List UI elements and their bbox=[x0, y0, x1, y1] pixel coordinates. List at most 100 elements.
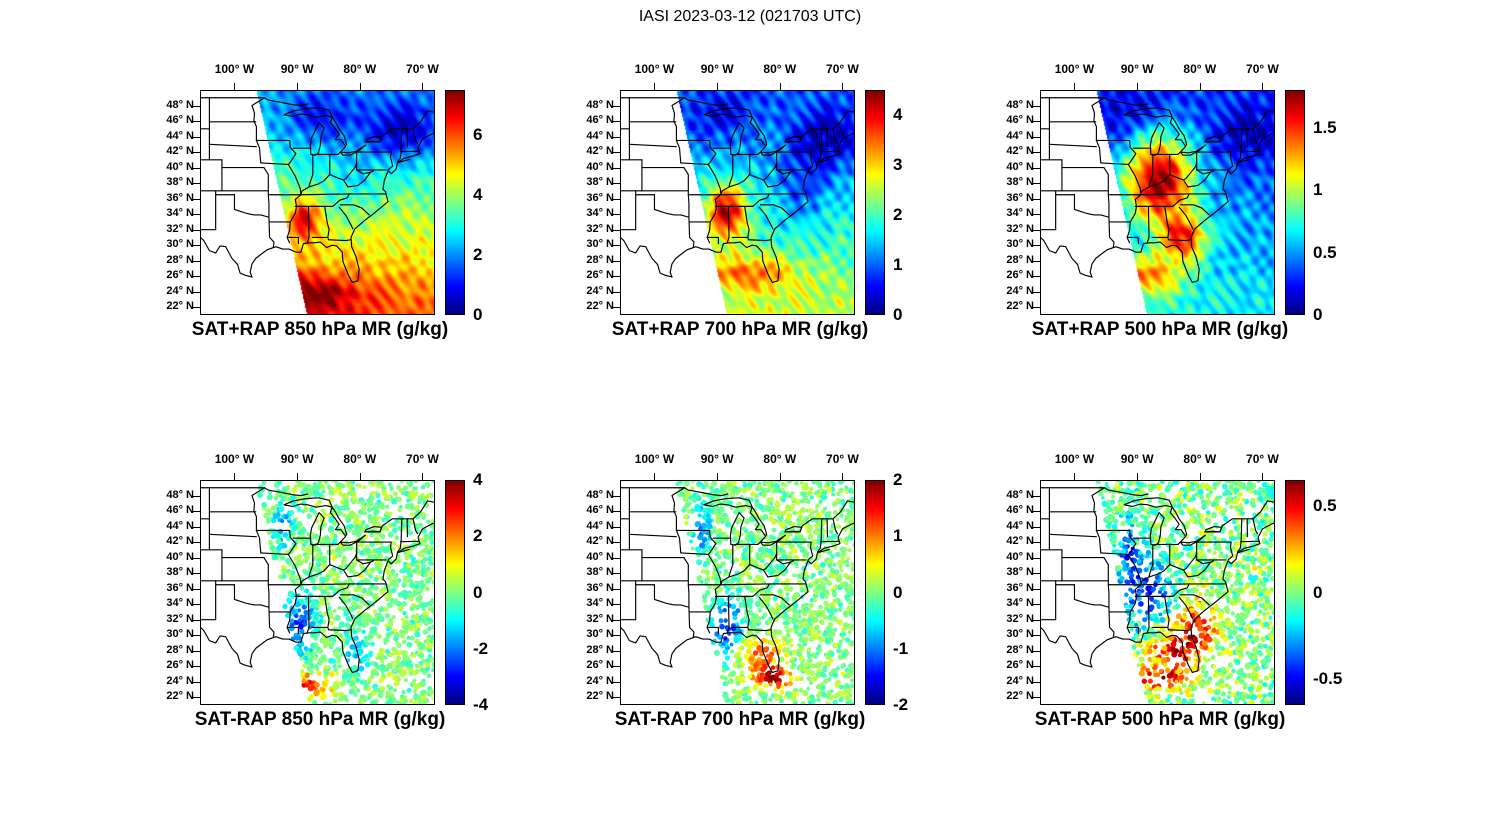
colorbar-tick-label: 2 bbox=[893, 205, 903, 224]
lat-tick-label: 26° N bbox=[166, 269, 194, 282]
map-canvas bbox=[620, 480, 855, 705]
lat-tick-mark bbox=[613, 167, 620, 169]
lat-tick-label: 32° N bbox=[166, 612, 194, 625]
lat-tick-label: 28° N bbox=[166, 253, 194, 266]
lat-tick-label: 40° N bbox=[166, 160, 194, 173]
lat-tick-label: 24° N bbox=[1006, 284, 1034, 297]
lat-tick-mark bbox=[1033, 619, 1040, 621]
lat-tick-label: 36° N bbox=[1006, 191, 1034, 204]
map-panel-sum-700: SAT+RAP 700 hPa MR (g/kg) 100° W 90° W 80°… bbox=[560, 55, 950, 357]
colorbar-tick-label: 0 bbox=[893, 582, 903, 602]
lat-tick-label: 38° N bbox=[586, 176, 614, 189]
lat-tick-label: 24° N bbox=[166, 284, 194, 297]
lat-tick-mark bbox=[193, 307, 200, 309]
colorbar-tick-label: 0 bbox=[1313, 582, 1323, 602]
lat-tick-label: 24° N bbox=[1006, 674, 1034, 687]
lon-tick-label: 90° W bbox=[700, 452, 734, 466]
lat-tick-mark bbox=[613, 557, 620, 559]
lat-tick-mark bbox=[613, 697, 620, 699]
lon-tick-mark bbox=[779, 473, 781, 480]
colorbar-tick-label: -0.5 bbox=[1313, 669, 1343, 689]
lat-tick-label: 32° N bbox=[1006, 612, 1034, 625]
lat-tick-mark bbox=[613, 666, 620, 668]
map-canvas bbox=[200, 90, 435, 315]
lat-tick-mark bbox=[613, 229, 620, 231]
map-area bbox=[1040, 90, 1275, 315]
panel-title: SAT+RAP 700 hPa MR (g/kg) bbox=[611, 319, 869, 340]
colorbar-tick-label: 2 bbox=[473, 526, 483, 546]
map-panel-diff-500: SAT-RAP 500 hPa MR (g/kg) 100° W 90° W 80°… bbox=[980, 445, 1370, 747]
lat-tick-label: 44° N bbox=[1006, 129, 1034, 142]
colorbar-tick-label: 1 bbox=[893, 255, 903, 274]
lat-tick-label: 48° N bbox=[166, 98, 194, 111]
lat-tick-label: 30° N bbox=[166, 628, 194, 641]
lat-tick-label: 38° N bbox=[166, 176, 194, 189]
lat-tick-label: 46° N bbox=[586, 504, 614, 517]
lat-tick-label: 22° N bbox=[166, 300, 194, 313]
lon-tick-label: 70° W bbox=[1246, 452, 1279, 466]
colorbar-tick-label: 3 bbox=[893, 155, 903, 174]
lon-tick-mark bbox=[359, 83, 361, 90]
colorbar bbox=[445, 90, 465, 315]
colorbar bbox=[445, 480, 465, 705]
lat-tick-mark bbox=[613, 198, 620, 200]
lat-tick-label: 30° N bbox=[1006, 238, 1034, 251]
lat-tick-mark bbox=[613, 604, 620, 606]
lon-tick-mark bbox=[234, 83, 236, 90]
colorbar-tick-label: 1 bbox=[1313, 180, 1323, 199]
lat-tick-mark bbox=[1033, 121, 1040, 123]
colorbar bbox=[865, 480, 885, 705]
lat-tick-mark bbox=[1033, 542, 1040, 544]
lon-tick-mark bbox=[1262, 83, 1264, 90]
lat-tick-label: 38° N bbox=[1006, 566, 1034, 579]
lat-tick-label: 22° N bbox=[166, 690, 194, 703]
lon-tick-mark bbox=[1137, 473, 1139, 480]
lat-tick-label: 46° N bbox=[586, 114, 614, 127]
colorbar bbox=[865, 90, 885, 315]
lat-tick-mark bbox=[1033, 697, 1040, 699]
lat-tick-label: 42° N bbox=[1006, 535, 1034, 548]
lat-tick-mark bbox=[1033, 573, 1040, 575]
lat-tick-mark bbox=[613, 681, 620, 683]
map-area bbox=[200, 480, 435, 705]
lat-tick-label: 48° N bbox=[166, 488, 194, 501]
lon-tick-label: 70° W bbox=[406, 452, 439, 466]
lat-tick-mark bbox=[613, 542, 620, 544]
lat-tick-label: 26° N bbox=[166, 659, 194, 672]
lat-tick-mark bbox=[613, 105, 620, 107]
lat-tick-label: 44° N bbox=[586, 129, 614, 142]
panel-title: SAT-RAP 500 hPa MR (g/kg) bbox=[1034, 709, 1286, 730]
lon-tick-label: 90° W bbox=[280, 452, 314, 466]
lat-tick-mark bbox=[193, 276, 200, 278]
lat-tick-label: 34° N bbox=[1006, 207, 1034, 220]
lon-tick-label: 90° W bbox=[280, 62, 314, 76]
lon-tick-label: 90° W bbox=[1120, 62, 1154, 76]
lat-tick-label: 42° N bbox=[586, 535, 614, 548]
lat-tick-mark bbox=[193, 619, 200, 621]
lon-tick-label: 80° W bbox=[1183, 452, 1217, 466]
lat-tick-label: 40° N bbox=[1006, 550, 1034, 563]
lat-tick-mark bbox=[193, 697, 200, 699]
lat-tick-label: 46° N bbox=[166, 114, 194, 127]
map-canvas bbox=[1040, 90, 1275, 315]
lon-tick-mark bbox=[654, 473, 656, 480]
lat-tick-mark bbox=[613, 619, 620, 621]
lat-tick-label: 40° N bbox=[166, 550, 194, 563]
lat-tick-label: 46° N bbox=[1006, 114, 1034, 127]
lat-tick-label: 42° N bbox=[1006, 145, 1034, 158]
lat-tick-mark bbox=[1033, 681, 1040, 683]
lat-tick-label: 38° N bbox=[1006, 176, 1034, 189]
lat-tick-mark bbox=[193, 136, 200, 138]
lat-tick-mark bbox=[193, 495, 200, 497]
panel-title: SAT+RAP 500 hPa MR (g/kg) bbox=[1031, 319, 1289, 340]
map-area bbox=[620, 90, 855, 315]
lat-tick-label: 24° N bbox=[586, 284, 614, 297]
lat-tick-label: 44° N bbox=[586, 519, 614, 532]
lat-tick-mark bbox=[1033, 635, 1040, 637]
lat-tick-mark bbox=[1033, 604, 1040, 606]
lat-tick-mark bbox=[193, 681, 200, 683]
lat-tick-label: 32° N bbox=[586, 222, 614, 235]
lat-tick-label: 22° N bbox=[586, 300, 614, 313]
lon-tick-mark bbox=[1074, 83, 1076, 90]
lat-tick-mark bbox=[1033, 198, 1040, 200]
